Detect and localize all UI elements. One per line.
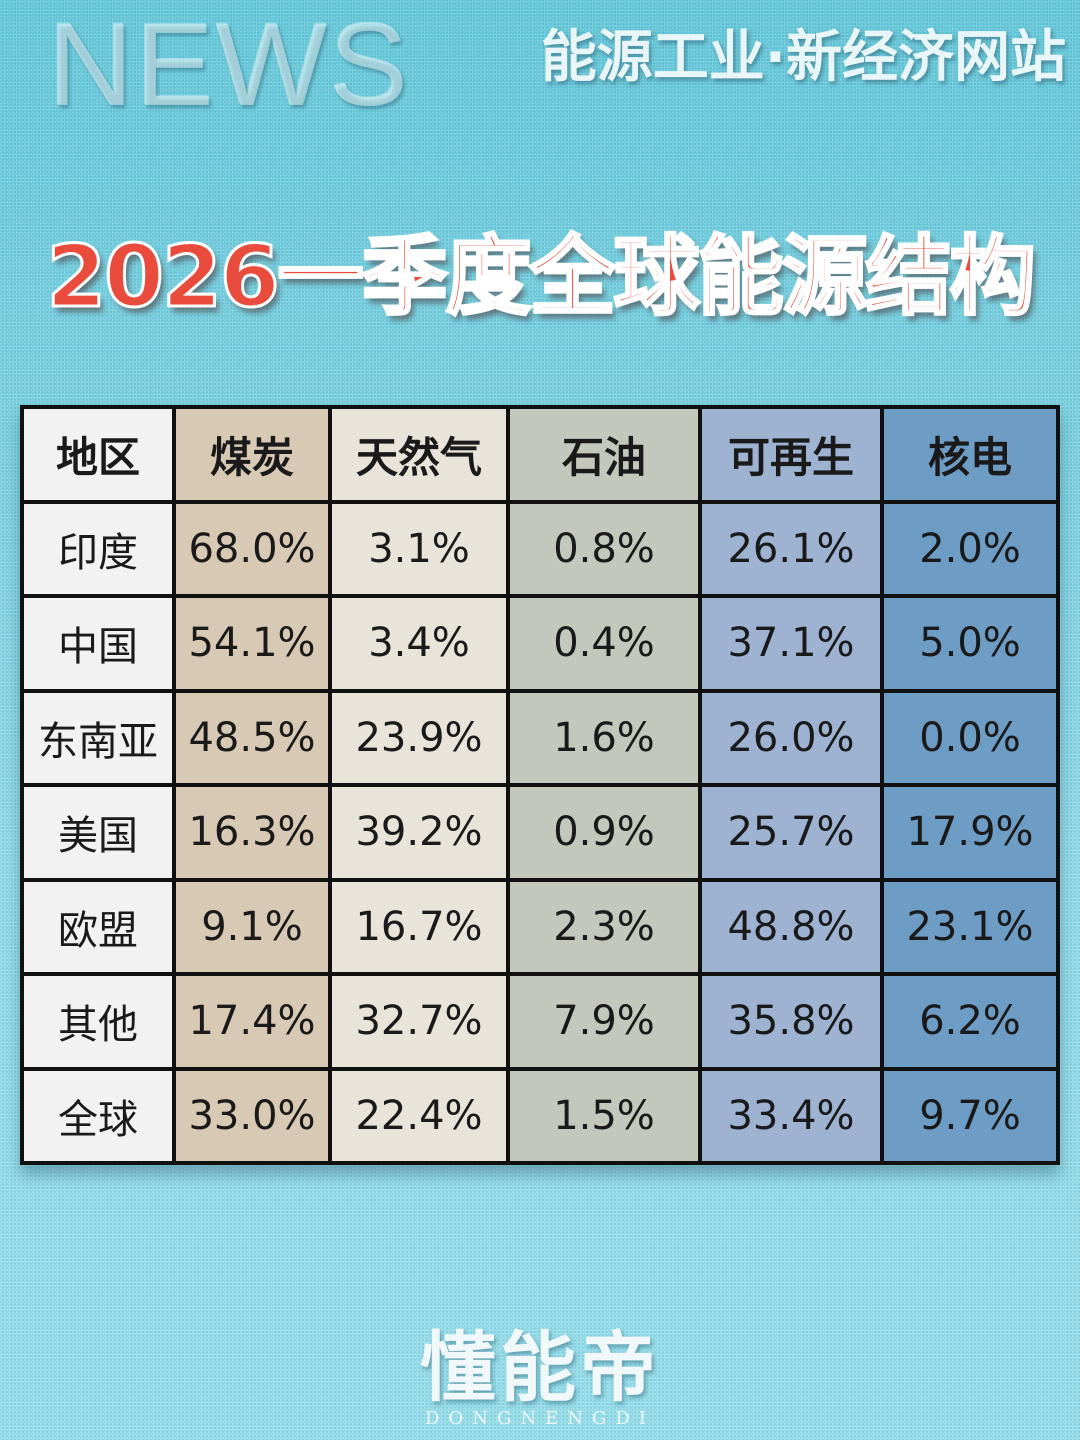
value-cell-gas: 22.4% <box>332 1070 506 1161</box>
value-cell-gas: 23.9% <box>332 692 506 783</box>
value-cell-renewable: 33.4% <box>702 1070 880 1161</box>
value-cell-oil: 7.9% <box>510 976 698 1067</box>
value-cell-renewable: 48.8% <box>702 881 880 972</box>
value-cell-nuclear: 2.0% <box>884 503 1056 594</box>
value-cell-renewable: 26.1% <box>702 503 880 594</box>
header-cell-oil: 石油 <box>510 409 698 500</box>
row-label-cell: 其他 <box>24 976 172 1067</box>
value-cell-coal: 9.1% <box>176 881 328 972</box>
value-cell-coal: 16.3% <box>176 787 328 878</box>
news-watermark: NEWS <box>48 0 410 131</box>
brand-pinyin: DONGNENGDI <box>425 1408 655 1429</box>
value-cell-renewable: 26.0% <box>702 692 880 783</box>
row-label-cell: 中国 <box>24 598 172 689</box>
value-cell-coal: 54.1% <box>176 598 328 689</box>
value-cell-oil: 0.9% <box>510 787 698 878</box>
value-cell-gas: 3.4% <box>332 598 506 689</box>
value-cell-gas: 39.2% <box>332 787 506 878</box>
header-cell-gas: 天然气 <box>332 409 506 500</box>
value-cell-nuclear: 6.2% <box>884 976 1056 1067</box>
value-cell-renewable: 37.1% <box>702 598 880 689</box>
row-label-cell: 东南亚 <box>24 692 172 783</box>
value-cell-renewable: 35.8% <box>702 976 880 1067</box>
value-cell-coal: 17.4% <box>176 976 328 1067</box>
value-cell-nuclear: 23.1% <box>884 881 1056 972</box>
row-label-cell: 欧盟 <box>24 881 172 972</box>
value-cell-gas: 3.1% <box>332 503 506 594</box>
energy-structure-table: 地区 煤炭 天然气 石油 可再生 核电印度 68.0% 3.1% 0.8% 26.1% 2.0% 中国… <box>20 405 1060 1165</box>
value-cell-coal: 48.5% <box>176 692 328 783</box>
value-cell-coal: 68.0% <box>176 503 328 594</box>
header-cell-coal: 煤炭 <box>176 409 328 500</box>
value-cell-gas: 32.7% <box>332 976 506 1067</box>
value-cell-oil: 2.3% <box>510 881 698 972</box>
value-cell-coal: 33.0% <box>176 1070 328 1161</box>
row-label-cell: 全球 <box>24 1070 172 1161</box>
brand-logo-text: 懂能帝 <box>420 1323 660 1412</box>
value-cell-oil: 1.5% <box>510 1070 698 1161</box>
header-cell-renewable: 可再生 <box>702 409 880 500</box>
value-cell-nuclear: 5.0% <box>884 598 1056 689</box>
value-cell-oil: 0.8% <box>510 503 698 594</box>
value-cell-nuclear: 9.7% <box>884 1070 1056 1161</box>
header-cell-region: 地区 <box>24 409 172 500</box>
value-cell-nuclear: 17.9% <box>884 787 1056 878</box>
value-cell-nuclear: 0.0% <box>884 692 1056 783</box>
row-label-cell: 美国 <box>24 787 172 878</box>
value-cell-renewable: 25.7% <box>702 787 880 878</box>
header-cell-nuclear: 核电 <box>884 409 1056 500</box>
value-cell-gas: 16.7% <box>332 881 506 972</box>
chart-title: 2026一季度全球能源结构 <box>45 226 1037 329</box>
value-cell-oil: 1.6% <box>510 692 698 783</box>
row-label-cell: 印度 <box>24 503 172 594</box>
value-cell-oil: 0.4% <box>510 598 698 689</box>
site-name: 能源工业·新经济网站 <box>540 25 1066 90</box>
